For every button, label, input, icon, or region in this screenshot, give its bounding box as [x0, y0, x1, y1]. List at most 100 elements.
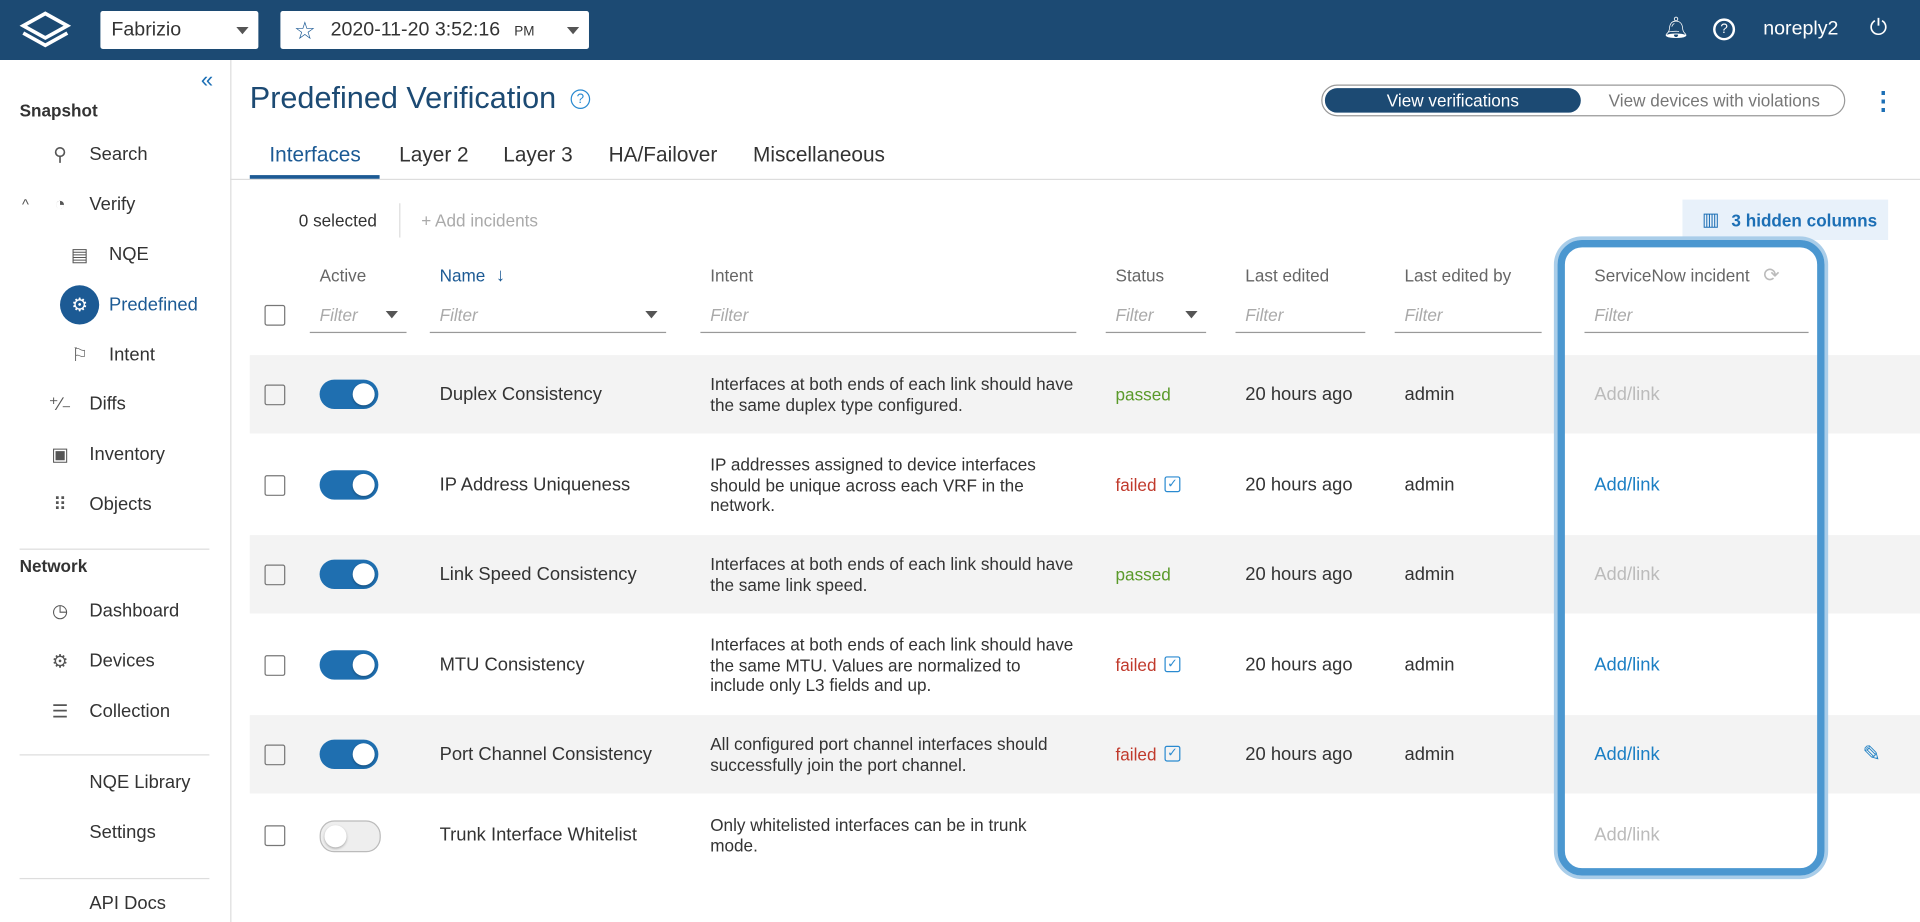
- nav-item[interactable]: Objects: [89, 494, 152, 515]
- nav-item[interactable]: NQE Library: [89, 772, 191, 793]
- filter-input[interactable]: [700, 299, 1077, 334]
- rule-name: Duplex Consistency: [439, 383, 602, 405]
- collapse-button[interactable]: «: [200, 67, 214, 92]
- row-checkbox[interactable]: [264, 655, 286, 676]
- filter-input[interactable]: [309, 299, 407, 334]
- status: passed: [1115, 384, 1171, 405]
- nav-icon: ⚲: [53, 144, 67, 166]
- nav-icon: ☰: [51, 701, 69, 723]
- active-toggle[interactable]: [319, 739, 379, 769]
- column-header[interactable]: Status: [1115, 265, 1165, 286]
- toggle-knob: [352, 743, 375, 766]
- active-toggle[interactable]: [319, 470, 379, 500]
- nav-item[interactable]: Intent: [108, 344, 155, 366]
- divider: [19, 548, 210, 550]
- incident-link[interactable]: Add/link: [1594, 743, 1660, 765]
- row-checkbox[interactable]: [264, 744, 286, 766]
- power-icon[interactable]: ⏻: [1869, 14, 1888, 40]
- nav-icon: ⚐: [71, 345, 88, 367]
- active-toggle[interactable]: [319, 650, 379, 680]
- incident-link: Add/link: [1594, 563, 1660, 585]
- hidden-columns-button[interactable]: ▥ 3 hidden columns: [1682, 199, 1889, 241]
- status: failed: [1115, 655, 1157, 675]
- help-icon[interactable]: ?: [1713, 18, 1736, 41]
- column-header[interactable]: Last edited by: [1404, 265, 1512, 286]
- bell-icon[interactable]: 🔔︎: [1662, 15, 1690, 40]
- column-header[interactable]: Intent: [710, 265, 754, 286]
- nav-item[interactable]: Diffs: [89, 393, 126, 415]
- divider: [19, 754, 210, 756]
- refresh-icon[interactable]: ⟳: [1763, 265, 1780, 287]
- toggle-knob: [352, 473, 375, 496]
- rule-name: IP Address Uniqueness: [439, 474, 631, 496]
- rule-intent: Interfaces at both ends of each link sho…: [710, 634, 1074, 695]
- snapshot-select[interactable]: Fabrizio: [100, 11, 259, 49]
- active-toggle[interactable]: [319, 379, 379, 409]
- row-checkbox[interactable]: [264, 475, 286, 496]
- row-checkbox[interactable]: [264, 384, 286, 406]
- last-edited: 20 hours ago: [1245, 474, 1353, 496]
- active-toggle[interactable]: [319, 559, 379, 589]
- nav-item[interactable]: Dashboard: [89, 600, 180, 622]
- tab-indicator: [249, 175, 380, 179]
- tab[interactable]: Layer 3: [503, 143, 573, 167]
- column-header[interactable]: Last edited: [1245, 265, 1330, 286]
- filter-caret: [645, 311, 658, 324]
- filter-input[interactable]: [1105, 299, 1207, 334]
- last-edited: 20 hours ago: [1245, 563, 1353, 585]
- chevron: ^: [22, 195, 29, 214]
- last-edited-by: admin: [1404, 743, 1455, 765]
- filter-input[interactable]: [1394, 299, 1542, 334]
- nav-item[interactable]: API Docs: [89, 893, 166, 915]
- filter-placeholder: Filter: [710, 304, 749, 325]
- row-checkbox[interactable]: [264, 564, 286, 586]
- toggle-knob: [352, 383, 375, 406]
- tab[interactable]: Interfaces: [269, 143, 361, 167]
- row-checkbox[interactable]: [264, 825, 286, 847]
- filter-input[interactable]: [429, 299, 667, 334]
- filter-placeholder: Filter: [1245, 304, 1284, 325]
- tab[interactable]: Layer 2: [399, 143, 469, 167]
- column-header[interactable]: ServiceNow incident: [1594, 265, 1750, 286]
- last-edited-by: admin: [1404, 383, 1455, 405]
- incident-link: Add/link: [1594, 383, 1660, 405]
- incident-link[interactable]: Add/link: [1594, 474, 1660, 496]
- add-incidents[interactable]: + Add incidents: [421, 210, 538, 231]
- nav-item[interactable]: Settings: [89, 822, 156, 844]
- nav-item[interactable]: Verify: [89, 194, 136, 215]
- active-toggle[interactable]: [319, 820, 381, 853]
- rule-name: Port Channel Consistency: [439, 743, 652, 765]
- more-menu[interactable]: ⋮: [1871, 88, 1896, 116]
- nav-icon: ⠿: [53, 494, 67, 516]
- nav-item[interactable]: Inventory: [89, 443, 165, 465]
- status-icon: ✓: [1164, 656, 1181, 673]
- nav-item[interactable]: Predefined: [108, 294, 198, 316]
- select-all-checkbox[interactable]: [264, 304, 286, 326]
- last-edited: 20 hours ago: [1245, 383, 1353, 405]
- row-bg: [249, 355, 1920, 434]
- incident-link[interactable]: Add/link: [1594, 654, 1660, 676]
- toggle-knob: [324, 825, 347, 848]
- toggle-option[interactable]: View verifications: [1324, 88, 1581, 113]
- snapshot-name: Fabrizio: [111, 19, 182, 41]
- column-header[interactable]: Name: [439, 265, 486, 286]
- tab[interactable]: Miscellaneous: [753, 143, 885, 167]
- status: passed: [1115, 564, 1171, 585]
- row-bg: [249, 715, 1920, 794]
- nav-item[interactable]: Devices: [89, 650, 155, 672]
- user-name[interactable]: noreply2: [1763, 18, 1839, 40]
- datetime-select[interactable]: ☆ 2020-11-20 3:52:16 PM: [280, 11, 589, 49]
- filter-input[interactable]: [1584, 299, 1809, 334]
- help-icon[interactable]: ?: [570, 89, 591, 109]
- tab[interactable]: HA/Failover: [608, 143, 718, 167]
- section-title: Network: [19, 555, 88, 576]
- filter-input[interactable]: [1235, 299, 1366, 334]
- column-header[interactable]: Active: [319, 265, 367, 286]
- nav-item[interactable]: Search: [89, 143, 148, 165]
- nav-item[interactable]: NQE: [108, 244, 149, 266]
- divider: [19, 877, 210, 880]
- nav-item[interactable]: Collection: [89, 701, 171, 722]
- toggle-option[interactable]: View devices with violations: [1608, 90, 1820, 111]
- edit-icon[interactable]: ✎: [1862, 741, 1881, 766]
